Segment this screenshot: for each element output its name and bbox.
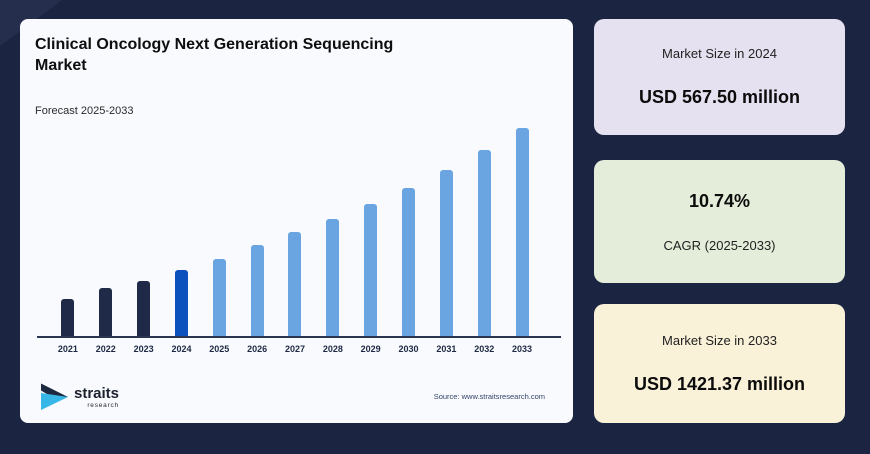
bar-2021 xyxy=(61,299,75,336)
x-axis-labels: 2021 2022 2023 2024 2025 2026 2027 2028 2029 2030… xyxy=(37,344,561,354)
year-label: 2021 xyxy=(57,344,78,354)
bar-column xyxy=(427,170,465,336)
bar-2022 xyxy=(99,288,113,336)
year-label: 2023 xyxy=(133,344,154,354)
card-label: Market Size in 2033 xyxy=(662,332,777,348)
bar-column xyxy=(87,288,125,336)
chart-title: Clinical Oncology Next Generation Sequen… xyxy=(35,35,515,77)
chart-plot xyxy=(37,128,561,338)
chart-panel: Clinical Oncology Next Generation Sequen… xyxy=(20,19,573,423)
cagr-card: 10.74% CAGR (2025-2033) xyxy=(594,160,845,283)
bar-2023 xyxy=(137,281,151,336)
bar-2032 xyxy=(477,150,491,336)
bar-2030 xyxy=(402,188,416,336)
year-label: 2027 xyxy=(284,344,305,354)
bar-column xyxy=(314,219,352,336)
bar-2028 xyxy=(326,219,340,336)
straits-research-logo: straits research xyxy=(40,383,119,411)
year-label: 2029 xyxy=(360,344,381,354)
market-size-2024-card: Market Size in 2024 USD 567.50 million xyxy=(594,19,845,135)
year-label: 2025 xyxy=(209,344,230,354)
chart-title-line2: Market xyxy=(35,56,87,74)
logo-brand-name: straits xyxy=(74,384,120,402)
source-attribution: Source: www.straitsresearch.com xyxy=(433,392,545,401)
bar-2024 xyxy=(174,270,188,336)
bar-2033 xyxy=(515,128,529,336)
bar-column xyxy=(465,150,503,336)
card-label: CAGR (2025-2033) xyxy=(663,237,776,253)
bar-column xyxy=(49,299,87,336)
bar-2027 xyxy=(288,232,302,336)
bar-column xyxy=(352,204,390,336)
bar-2031 xyxy=(439,170,453,336)
bar-column xyxy=(503,128,541,336)
chart-subtitle: Forecast 2025-2033 xyxy=(35,105,134,117)
chart-title-line1: Clinical Oncology Next Generation Sequen… xyxy=(35,36,394,53)
year-label: 2033 xyxy=(512,344,533,354)
bar-column xyxy=(163,270,201,336)
bar-column xyxy=(390,188,428,336)
year-label: 2028 xyxy=(322,344,343,354)
year-label: 2022 xyxy=(95,344,116,354)
logo-arrow-icon xyxy=(41,383,68,410)
year-label: 2026 xyxy=(247,344,268,354)
bar-2026 xyxy=(250,245,264,336)
bar-column xyxy=(200,259,238,336)
year-label: 2024 xyxy=(171,344,192,354)
year-label: 2032 xyxy=(474,344,495,354)
bar-2029 xyxy=(364,204,378,336)
bar-column xyxy=(125,281,163,336)
bar-column xyxy=(276,232,314,336)
card-value: USD 567.50 million xyxy=(638,87,801,107)
card-label: Market Size in 2024 xyxy=(662,46,777,61)
card-value: 10.74% xyxy=(688,190,751,211)
bar-2025 xyxy=(212,259,226,336)
market-size-2033-card: Market Size in 2033 USD 1421.37 million xyxy=(594,304,845,423)
bar-column xyxy=(238,245,276,336)
year-label: 2030 xyxy=(398,344,419,354)
logo-brand-subtitle: research xyxy=(87,401,120,409)
year-label: 2031 xyxy=(436,344,457,354)
bar-chart: 2021 2022 2023 2024 2025 2026 2027 2028 2029 2030… xyxy=(37,128,561,354)
card-value: USD 1421.37 million xyxy=(633,373,806,394)
logo-text: straits research xyxy=(74,386,119,409)
